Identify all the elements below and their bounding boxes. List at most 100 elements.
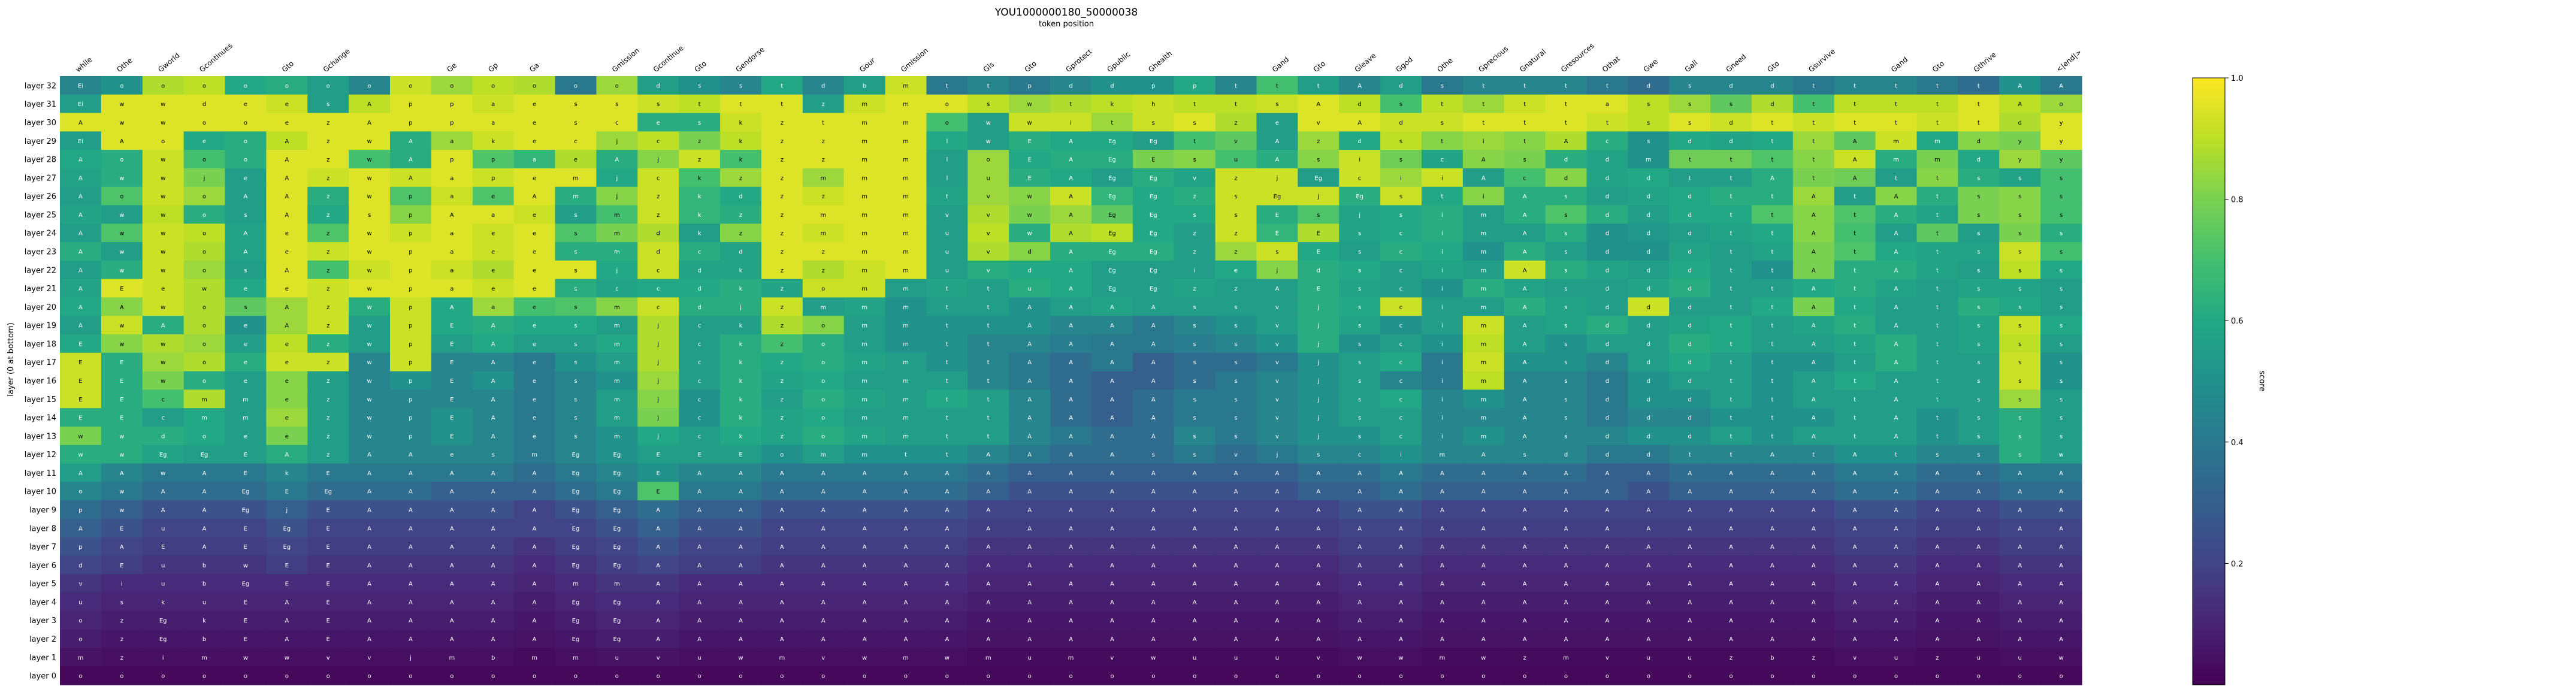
heatmap-cell <box>1751 76 1794 95</box>
cell-label: Eg <box>613 599 621 606</box>
cell-label: A <box>1976 636 1981 643</box>
cell-label: s <box>2060 194 2063 200</box>
cell-label: o <box>202 267 206 274</box>
cell-label: t <box>1730 231 1733 237</box>
cell-label: A <box>491 489 495 495</box>
y-tick-label: layer 5 <box>29 580 56 589</box>
cell-label: A <box>1027 618 1032 624</box>
cell-label: A <box>2059 581 2063 588</box>
cell-label: u <box>78 599 82 606</box>
cell-label: s <box>1647 101 1650 108</box>
cell-label: A <box>1440 636 1444 643</box>
heatmap-cell <box>1545 113 1588 132</box>
cell-label: A <box>1812 544 1816 551</box>
y-axis-label: layer (0 at bottom) <box>7 322 16 397</box>
cell-label: z <box>1193 286 1196 292</box>
cell-label: o <box>1481 673 1485 680</box>
heatmap-cell <box>802 94 845 114</box>
cell-label: s <box>1977 397 1980 403</box>
cell-label: A <box>1564 138 1568 145</box>
cell-label: p <box>78 507 82 514</box>
cell-label: E <box>120 397 123 403</box>
heatmap-cell <box>513 94 556 114</box>
cell-label: m <box>861 323 867 330</box>
cell-label: A <box>285 323 289 330</box>
cell-label: A <box>1193 618 1197 624</box>
cell-label: A <box>533 489 537 495</box>
cell-label: A <box>1481 157 1486 164</box>
cell-label: t <box>1854 194 1856 200</box>
heatmap-cell <box>1132 150 1175 169</box>
cell-label: s <box>1647 138 1650 145</box>
cell-label: t <box>946 452 948 458</box>
cell-label: u <box>945 249 949 255</box>
heatmap-cell <box>1421 168 1464 188</box>
cell-label: Eg <box>613 525 621 532</box>
cell-label: m <box>861 397 867 403</box>
cell-label: t <box>1771 415 1773 422</box>
cell-label: d <box>1770 101 1774 108</box>
cell-label: w <box>367 433 371 440</box>
heatmap-cell <box>843 131 886 150</box>
cell-label: m <box>903 101 909 108</box>
y-tick-label: layer 4 <box>29 598 56 607</box>
heatmap-cell <box>967 76 1009 95</box>
cell-label: o <box>161 673 165 680</box>
cell-label: E <box>78 415 82 422</box>
cell-label: A <box>1234 470 1238 477</box>
cell-label: v <box>1275 323 1279 330</box>
heatmap-cell <box>266 205 308 224</box>
cell-label: A <box>1275 470 1279 477</box>
cell-label: l <box>946 157 948 164</box>
cell-label: E <box>78 397 82 403</box>
cell-label: w <box>161 231 165 237</box>
cell-label: d <box>1606 286 1609 292</box>
cell-label: s <box>574 286 577 292</box>
cell-label: A <box>1110 415 1114 422</box>
heatmap-cell <box>60 205 102 224</box>
cell-label: c <box>698 433 702 440</box>
cell-label: t <box>1730 378 1733 385</box>
heatmap-cell <box>1421 94 1464 114</box>
cell-label: p <box>1193 83 1196 89</box>
heatmap-cell <box>926 223 968 243</box>
heatmap-cell <box>761 76 803 95</box>
heatmap-cell <box>1875 186 1918 206</box>
cell-label: e <box>285 101 289 108</box>
cell-label: d <box>78 563 82 569</box>
heatmap-cell <box>1050 113 1092 132</box>
x-tick-label: Ge <box>445 61 458 74</box>
heatmap-cell <box>843 186 886 206</box>
cell-label: A <box>367 525 371 532</box>
cell-label: o <box>698 673 702 680</box>
heatmap-cell <box>1421 76 1464 95</box>
cell-label: A <box>1357 544 1362 551</box>
cell-label: A <box>1069 452 1073 458</box>
cell-label: p <box>409 249 412 255</box>
heatmap-cell <box>1215 150 1257 169</box>
cell-label: m <box>861 231 867 237</box>
cell-label: s <box>574 359 577 366</box>
cell-label: A <box>904 563 908 569</box>
cell-label: u <box>161 563 165 569</box>
heatmap-cell <box>1215 205 1257 224</box>
x-tick-label: Gresources <box>1559 41 1596 74</box>
cell-label: m <box>449 655 455 661</box>
cell-label: o <box>1729 673 1733 680</box>
cell-label: o <box>1028 673 1032 680</box>
x-tick-label: Gto <box>693 59 708 74</box>
cell-label: o <box>1688 673 1692 680</box>
cell-label: A <box>1027 415 1032 422</box>
cell-label: c <box>657 138 660 145</box>
cell-label: A <box>739 636 743 643</box>
cell-label: j <box>1275 452 1278 458</box>
cell-label: A <box>986 470 990 477</box>
cell-label: a <box>491 304 495 311</box>
cell-label: o <box>202 378 206 385</box>
heatmap-cell <box>1215 131 1257 150</box>
cell-label: A <box>533 470 537 477</box>
cell-label: A <box>1069 397 1073 403</box>
heatmap-cell <box>720 113 762 132</box>
cell-label: w <box>1027 120 1032 126</box>
cell-label: A <box>1523 397 1527 403</box>
